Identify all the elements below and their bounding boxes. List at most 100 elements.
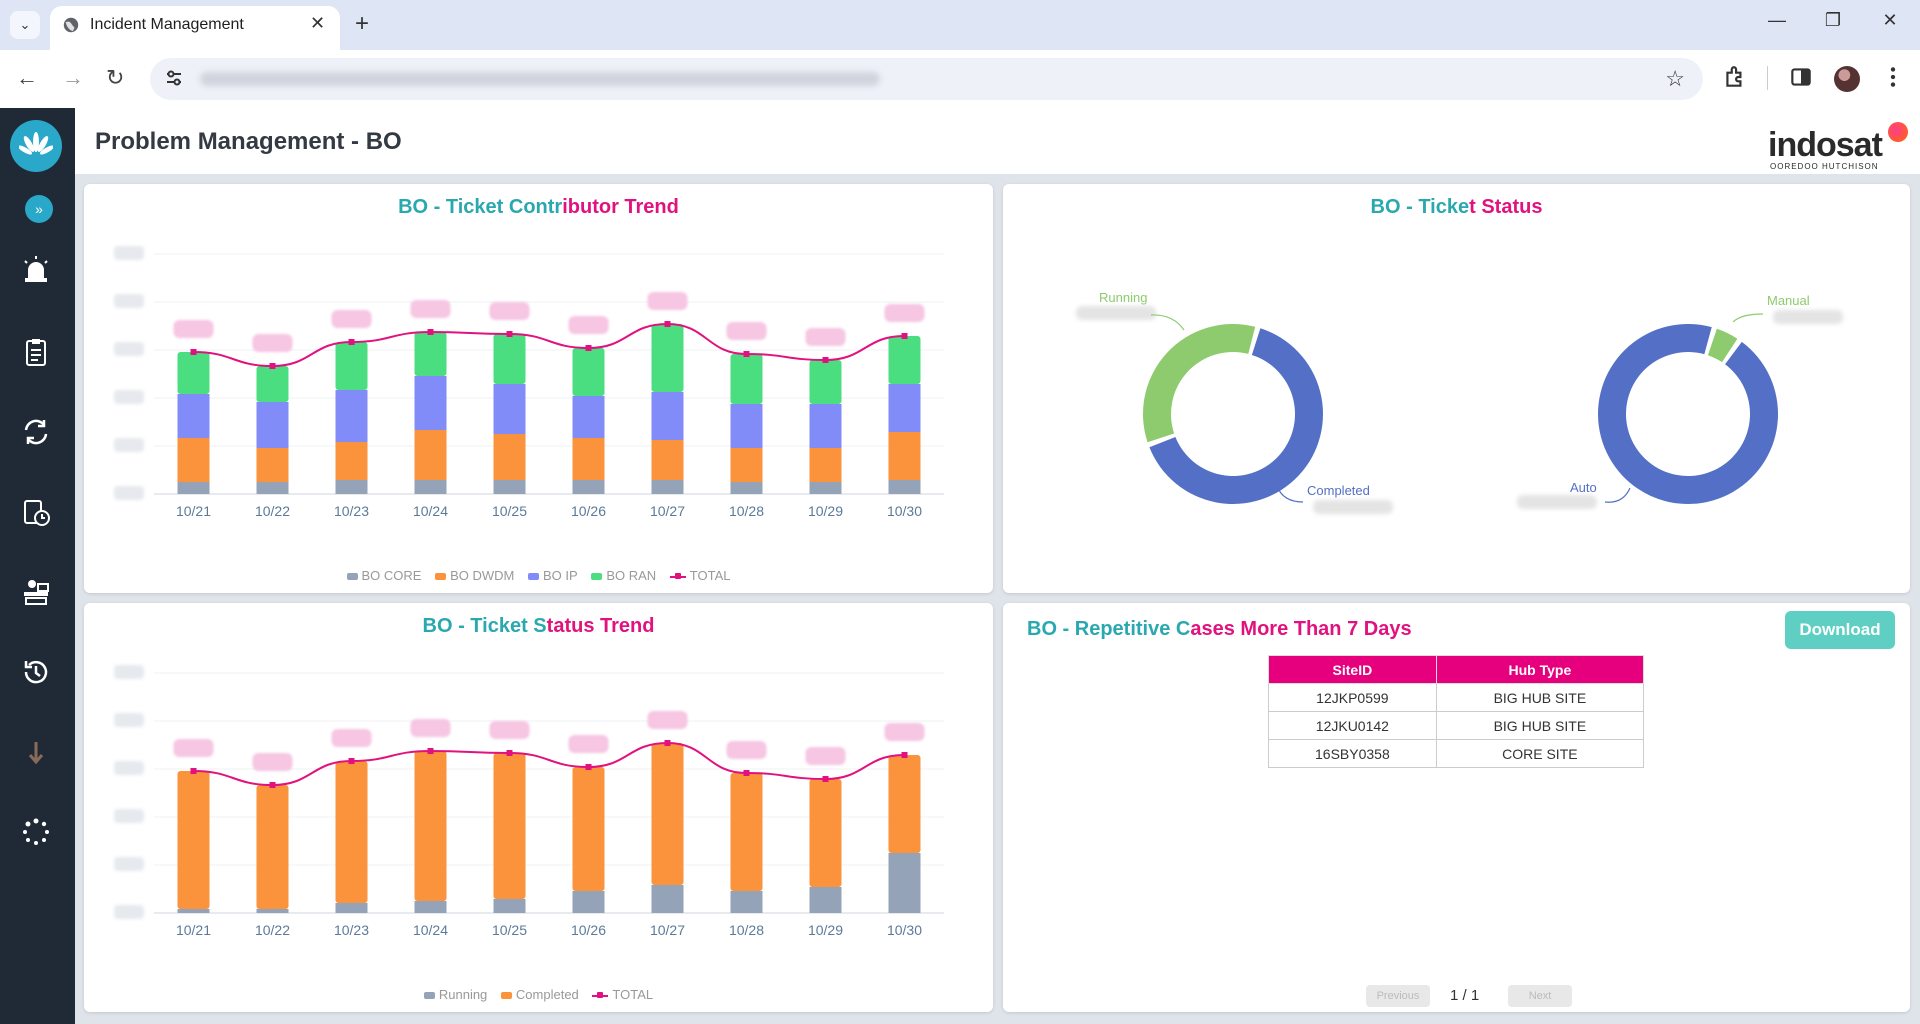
legend-item-running[interactable]: Running bbox=[423, 987, 487, 1002]
legend-item-ran[interactable]: BO RAN bbox=[591, 568, 656, 583]
bar-bo-ran[interactable] bbox=[493, 334, 526, 384]
bar-bo-ran[interactable] bbox=[256, 366, 289, 402]
bookmark-star-icon[interactable]: ☆ bbox=[1665, 66, 1685, 91]
bar-bo-ran[interactable] bbox=[177, 352, 210, 394]
bar-completed[interactable] bbox=[730, 773, 763, 891]
workstation-icon[interactable] bbox=[20, 576, 52, 608]
total-point[interactable] bbox=[901, 333, 908, 339]
bar-bo-core[interactable] bbox=[651, 480, 684, 494]
bar-running[interactable] bbox=[335, 903, 368, 913]
bar-completed[interactable] bbox=[651, 743, 684, 885]
new-tab-button[interactable]: + bbox=[355, 10, 370, 37]
bar-running[interactable] bbox=[256, 909, 289, 913]
bar-bo-core[interactable] bbox=[256, 482, 289, 494]
bar-bo-ip[interactable] bbox=[335, 390, 368, 442]
bar-completed[interactable] bbox=[809, 779, 842, 887]
column-header-siteid[interactable]: SiteID bbox=[1268, 655, 1437, 684]
bar-bo-ip[interactable] bbox=[809, 404, 842, 448]
total-point[interactable] bbox=[269, 782, 276, 788]
legend-item-completed[interactable]: Completed bbox=[500, 987, 579, 1002]
bar-running[interactable] bbox=[730, 891, 763, 913]
bar-bo-ip[interactable] bbox=[493, 384, 526, 434]
legend-item-total[interactable]: TOTAL bbox=[669, 568, 730, 583]
bar-bo-ran[interactable] bbox=[572, 348, 605, 396]
bar-bo-core[interactable] bbox=[809, 482, 842, 494]
bar-bo-ip[interactable] bbox=[177, 394, 210, 438]
bar-bo-core[interactable] bbox=[414, 480, 447, 494]
sync-icon[interactable] bbox=[20, 416, 52, 448]
tab-active[interactable] bbox=[50, 6, 340, 50]
bar-running[interactable] bbox=[493, 899, 526, 913]
download-button[interactable]: Download bbox=[1785, 611, 1895, 649]
legend-item-total[interactable]: TOTAL bbox=[592, 987, 653, 1002]
clipboard-icon[interactable] bbox=[20, 336, 52, 368]
total-point[interactable] bbox=[901, 752, 908, 758]
bar-running[interactable] bbox=[651, 885, 684, 913]
total-point[interactable] bbox=[585, 345, 592, 351]
bar-bo-ran[interactable] bbox=[414, 332, 447, 376]
bar-bo-dwdm[interactable] bbox=[572, 438, 605, 480]
bar-bo-core[interactable] bbox=[730, 482, 763, 494]
bar-bo-ran[interactable] bbox=[888, 336, 921, 384]
bar-running[interactable] bbox=[177, 909, 210, 913]
extensions-icon[interactable] bbox=[1722, 64, 1748, 90]
bar-bo-ip[interactable] bbox=[414, 376, 447, 430]
bar-completed[interactable] bbox=[335, 761, 368, 903]
bar-bo-ip[interactable] bbox=[256, 402, 289, 448]
bar-completed[interactable] bbox=[888, 755, 921, 853]
alarm-icon[interactable] bbox=[20, 254, 52, 286]
legend-item-ip[interactable]: BO IP bbox=[528, 568, 578, 583]
bar-running[interactable] bbox=[572, 891, 605, 913]
back-button[interactable]: ← bbox=[16, 65, 38, 90]
download-icon[interactable] bbox=[20, 736, 52, 768]
total-point[interactable] bbox=[348, 758, 355, 764]
bar-bo-dwdm[interactable] bbox=[256, 448, 289, 482]
slice-running[interactable] bbox=[1143, 324, 1256, 443]
total-point[interactable] bbox=[743, 770, 750, 776]
close-window-button[interactable]: ✕ bbox=[1882, 10, 1898, 30]
total-point[interactable] bbox=[506, 750, 513, 756]
menu-dots-icon[interactable] bbox=[1880, 64, 1906, 90]
bar-bo-ran[interactable] bbox=[809, 360, 842, 404]
bar-completed[interactable] bbox=[177, 771, 210, 909]
history-icon[interactable] bbox=[20, 656, 52, 688]
total-point[interactable] bbox=[822, 776, 829, 782]
total-point[interactable] bbox=[190, 349, 197, 355]
bar-bo-core[interactable] bbox=[572, 480, 605, 494]
reload-button[interactable]: ↻ bbox=[106, 65, 125, 90]
slice-completed[interactable] bbox=[1149, 328, 1323, 504]
total-point[interactable] bbox=[427, 748, 434, 754]
bar-bo-ip[interactable] bbox=[572, 396, 605, 438]
total-point[interactable] bbox=[348, 339, 355, 345]
site-info-icon[interactable] bbox=[164, 68, 184, 88]
bar-running[interactable] bbox=[888, 853, 921, 913]
side-panel-icon[interactable] bbox=[1788, 64, 1814, 90]
legend-item-dwdm[interactable]: BO DWDM bbox=[435, 568, 514, 583]
bar-bo-dwdm[interactable] bbox=[335, 442, 368, 480]
bar-bo-ip[interactable] bbox=[888, 384, 921, 432]
bar-bo-ip[interactable] bbox=[730, 404, 763, 448]
loading-icon[interactable] bbox=[20, 816, 52, 848]
bar-running[interactable] bbox=[414, 901, 447, 913]
profile-avatar[interactable] bbox=[1834, 66, 1860, 92]
total-point[interactable] bbox=[190, 768, 197, 774]
forward-button[interactable]: → bbox=[62, 65, 84, 90]
bar-bo-dwdm[interactable] bbox=[651, 440, 684, 480]
bar-bo-ran[interactable] bbox=[651, 324, 684, 392]
legend-item-core[interactable]: BO CORE bbox=[346, 568, 421, 583]
slice-manual[interactable] bbox=[1707, 328, 1738, 363]
bar-bo-dwdm[interactable] bbox=[888, 432, 921, 480]
bar-bo-core[interactable] bbox=[177, 482, 210, 494]
total-point[interactable] bbox=[743, 351, 750, 357]
bar-bo-dwdm[interactable] bbox=[493, 434, 526, 480]
address-bar[interactable]: ☆ bbox=[150, 58, 1703, 100]
total-point[interactable] bbox=[427, 329, 434, 335]
total-point[interactable] bbox=[269, 363, 276, 369]
restore-button[interactable]: ❐ bbox=[1824, 10, 1842, 30]
bar-bo-ran[interactable] bbox=[730, 354, 763, 404]
next-page-button[interactable]: Next bbox=[1508, 985, 1572, 1007]
bar-bo-core[interactable] bbox=[888, 480, 921, 494]
bar-bo-ran[interactable] bbox=[335, 342, 368, 390]
huawei-logo-icon[interactable] bbox=[10, 120, 62, 172]
bar-bo-dwdm[interactable] bbox=[809, 448, 842, 482]
